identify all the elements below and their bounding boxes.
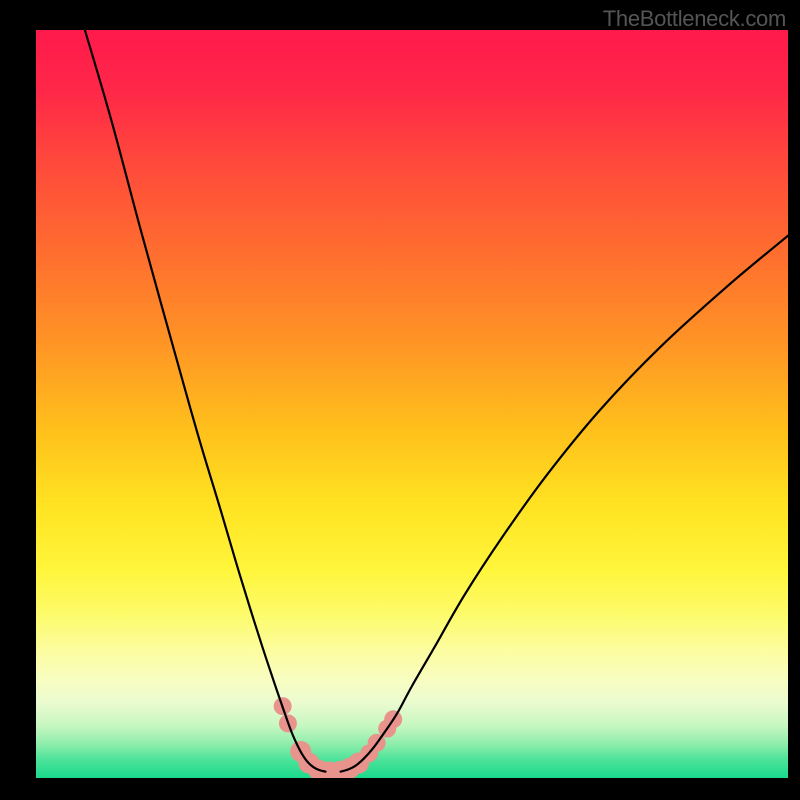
plot-area bbox=[36, 30, 788, 778]
watermark-text: TheBottleneck.com bbox=[603, 6, 786, 32]
chart-container: TheBottleneck.com bbox=[0, 0, 800, 800]
plot-background bbox=[36, 30, 788, 778]
plot-svg bbox=[36, 30, 788, 778]
